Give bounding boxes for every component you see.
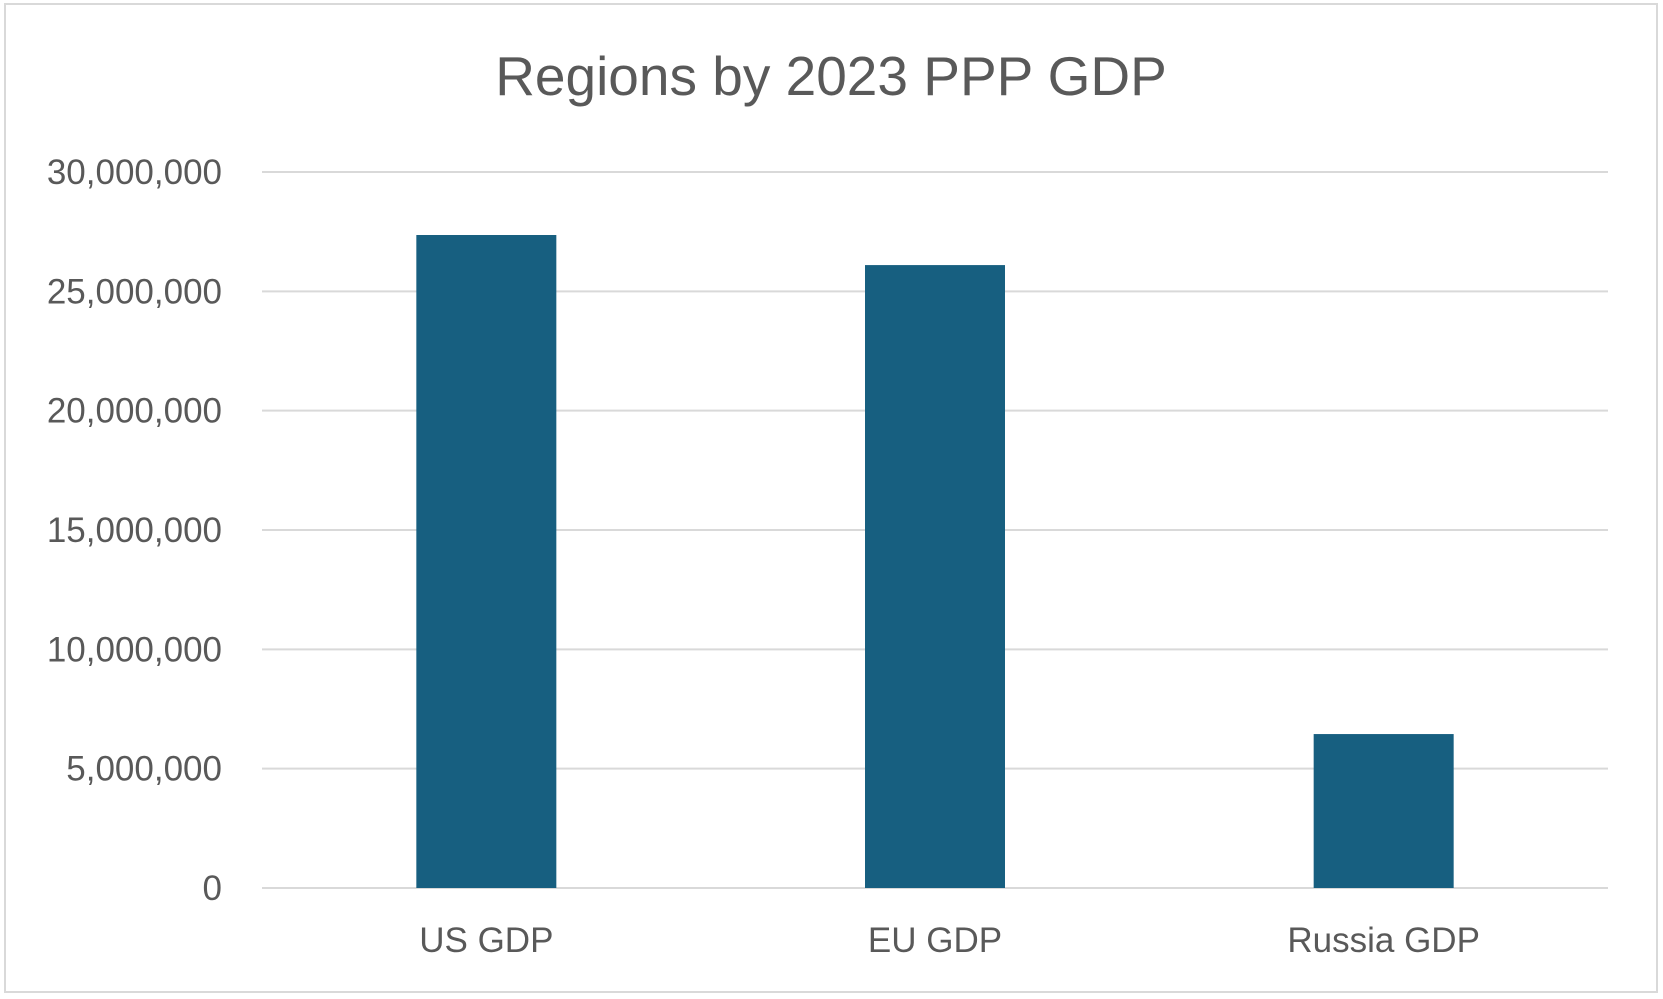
y-tick-label: 5,000,000 <box>66 750 222 789</box>
y-tick-label: 25,000,000 <box>47 272 222 311</box>
bar-eu-gdp <box>865 265 1005 889</box>
y-tick-label: 10,000,000 <box>47 630 222 669</box>
bars <box>416 235 1454 889</box>
x-category-label: US GDP <box>419 921 553 960</box>
bar-russia-gdp <box>1313 734 1454 888</box>
x-category-label: Russia GDP <box>1287 921 1480 960</box>
bar-us-gdp <box>416 235 557 888</box>
y-tick-label: 0 <box>203 869 222 908</box>
y-tick-label: 30,000,000 <box>47 153 222 192</box>
x-category-label: EU GDP <box>868 921 1002 960</box>
x-axis-categories: US GDP EU GDP Russia GDP <box>419 921 1480 960</box>
y-axis-ticks: 0 5,000,000 10,000,000 15,000,000 20,000,000… <box>47 153 222 908</box>
y-tick-label: 20,000,000 <box>47 392 222 431</box>
chart-title: Regions by 2023 PPP GDP <box>495 45 1167 107</box>
y-tick-label: 15,000,000 <box>47 511 222 550</box>
